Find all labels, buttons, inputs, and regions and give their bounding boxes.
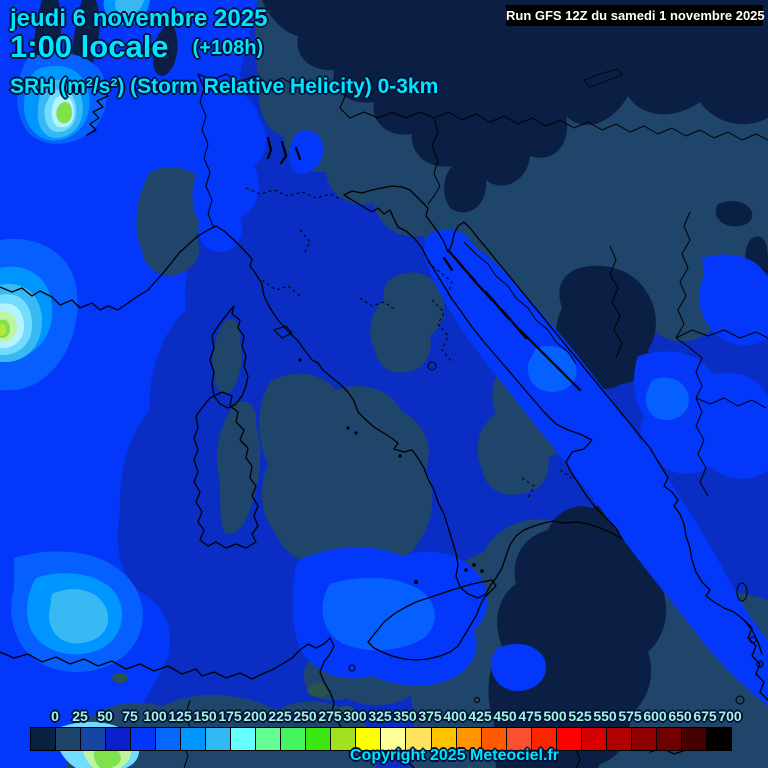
legend-tick-label: 200: [243, 708, 267, 724]
legend-tick-label: 550: [593, 708, 617, 724]
legend-cell: [481, 728, 507, 750]
legend-tick-label: 450: [493, 708, 517, 724]
legend-tick-label: 50: [97, 708, 113, 724]
time-line: 1:00 locale (+108h): [10, 29, 438, 64]
legend-tick-label: 150: [193, 708, 217, 724]
legend-cell: [381, 728, 407, 750]
legend-cell: [681, 728, 707, 750]
legend-cell: [506, 728, 532, 750]
legend-cell: [156, 728, 182, 750]
legend-cell: [331, 728, 357, 750]
legend-tick-label: 425: [468, 708, 492, 724]
legend-cell: [306, 728, 332, 750]
legend-tick-label: 400: [443, 708, 467, 724]
coastlines: [0, 68, 768, 768]
legend-tick-label: 350: [393, 708, 417, 724]
legend-tick-label: 300: [343, 708, 367, 724]
legend-tick-label: 375: [418, 708, 442, 724]
legend-cell: [656, 728, 682, 750]
legend-cell: [631, 728, 657, 750]
legend-cell: [431, 728, 457, 750]
legend-cell: [56, 728, 82, 750]
legend-tick-label: 25: [72, 708, 88, 724]
region-borders: [245, 187, 573, 499]
legend-tick-label: 475: [518, 708, 542, 724]
legend-tick-label: 100: [143, 708, 167, 724]
legend-tick-label: 325: [368, 708, 392, 724]
dalmatian-islands: [442, 248, 582, 392]
legend-cell: [281, 728, 307, 750]
legend-cell: [106, 728, 132, 750]
legend-cell: [81, 728, 107, 750]
parameter-line: SRH (m²/s²) (Storm Relative Helicity) 0-…: [10, 75, 439, 98]
date-line: jeudi 6 novembre 2025: [10, 5, 268, 32]
legend-cell: [206, 728, 232, 750]
legend-tick-label: 575: [618, 708, 642, 724]
legend-tick-label: 0: [51, 708, 59, 724]
forecast-offset: (+108h): [192, 37, 264, 59]
legend-tick-label: 225: [268, 708, 292, 724]
legend-tick-label: 600: [643, 708, 667, 724]
legend-tick-label: 675: [693, 708, 717, 724]
legend-cell: [706, 728, 731, 750]
legend-cell: [606, 728, 632, 750]
legend-cell: [231, 728, 257, 750]
run-info-box: Run GFS 12Z du samedi 1 novembre 2025: [506, 5, 765, 26]
legend-cell: [556, 728, 582, 750]
alpine-lakes: [266, 136, 302, 165]
legend-tick-label: 175: [218, 708, 242, 724]
legend-tick-label: 500: [543, 708, 567, 724]
legend-tick-label: 650: [668, 708, 692, 724]
legend-tick-label: 275: [318, 708, 342, 724]
legend-cell: [531, 728, 557, 750]
copyright-label: Copyright 2025 Meteociel.fr: [350, 747, 559, 764]
legend-cell: [581, 728, 607, 750]
legend-cell: [406, 728, 432, 750]
legend-cell: [256, 728, 282, 750]
legend-cell: [181, 728, 207, 750]
legend-cell: [356, 728, 382, 750]
legend-tick-label: 700: [718, 708, 742, 724]
legend-tick-label: 75: [122, 708, 138, 724]
legend-cell: [131, 728, 157, 750]
map-header: jeudi 6 novembre 2025 1:00 locale (+108h)…: [10, 6, 438, 99]
legend-colorbar: [30, 727, 732, 751]
legend-ticks: 0 25 50 75 100 125 150 175 200 225 250 275 300 325 350…: [30, 708, 742, 726]
legend-cell: [456, 728, 482, 750]
local-time: 1:00 locale: [10, 29, 169, 64]
legend-tick-label: 525: [568, 708, 592, 724]
legend-cell: [31, 728, 57, 750]
country-borders: [183, 73, 768, 768]
legend-tick-label: 250: [293, 708, 317, 724]
legend-tick-label: 125: [168, 708, 192, 724]
